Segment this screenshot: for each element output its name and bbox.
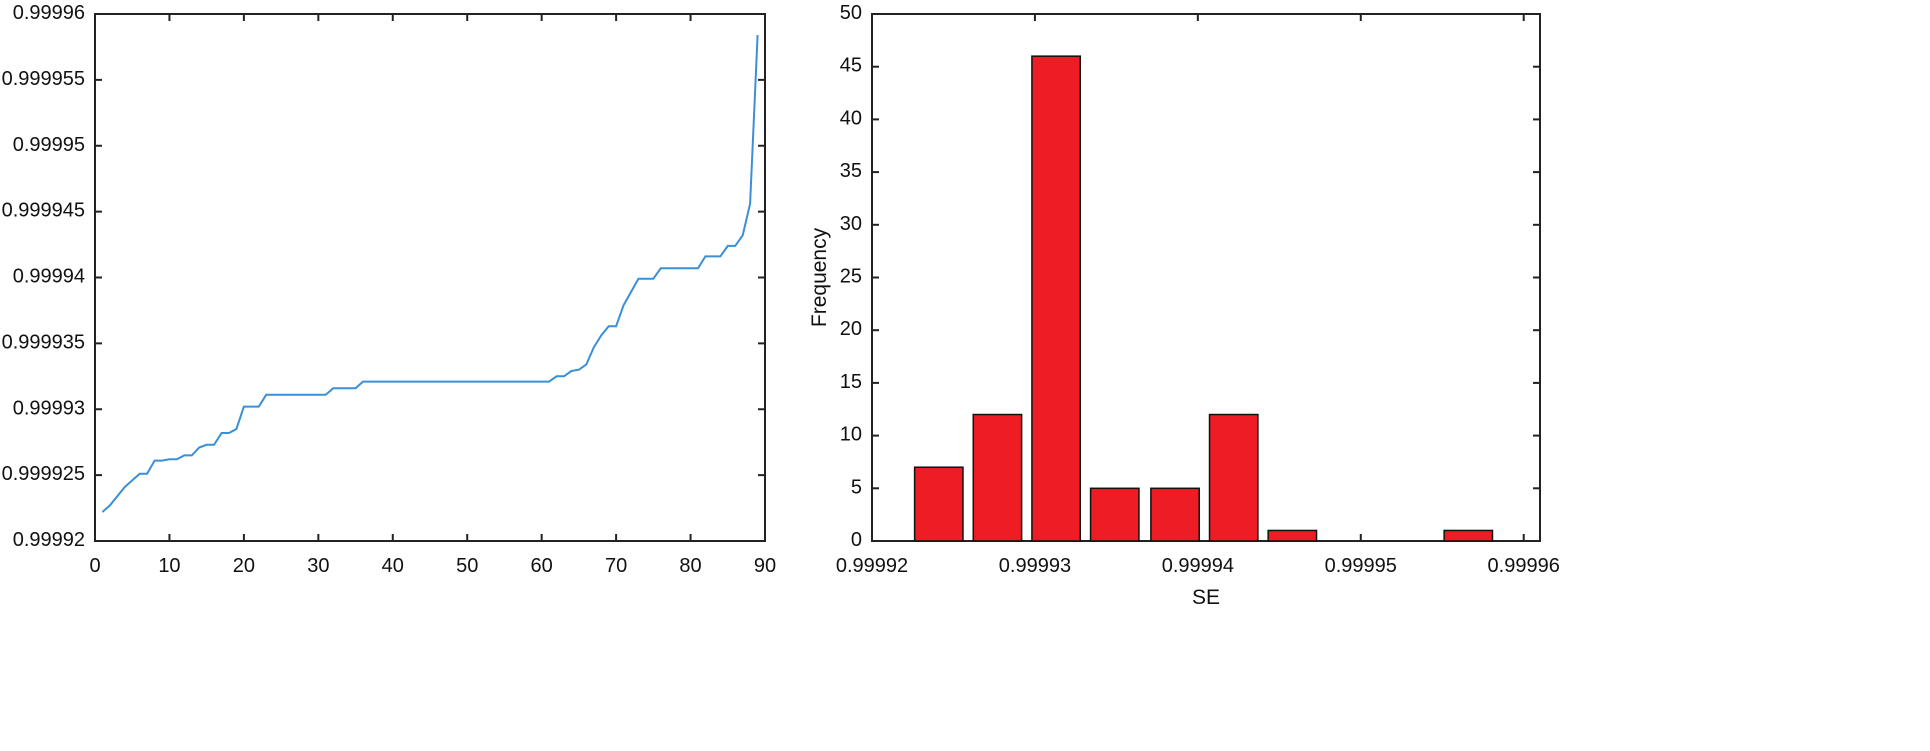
x-tick-label: 70 [605, 555, 627, 577]
y-tick-label: 35 [840, 160, 862, 182]
histogram-bar [1208, 413, 1259, 542]
x-tick-label: 50 [456, 555, 478, 577]
y-tick-label: 0.99992 [13, 529, 85, 551]
y-tick-label: 0.99993 [13, 397, 85, 419]
x-tick-label: 0 [89, 555, 100, 577]
axes-frame [871, 13, 1541, 542]
y-tick-label: 0.99996 [13, 2, 85, 24]
histogram-bar [1443, 529, 1494, 542]
histogram-bar [1150, 487, 1200, 542]
y-tick-label: 0.999955 [2, 68, 85, 90]
y-tick-label: 40 [840, 107, 862, 129]
y-tick-label: 45 [840, 55, 862, 77]
x-tick-label: 0.99993 [999, 555, 1071, 577]
y-tick-label: 25 [840, 266, 862, 288]
y-tick-label: 0.99994 [13, 266, 85, 288]
x-tick-label: 60 [531, 555, 553, 577]
x-tick-label: 0.99994 [1162, 555, 1234, 577]
x-tick-label: 0.99992 [836, 555, 908, 577]
x-tick-label: 0.99995 [1325, 555, 1397, 577]
line-chart: 0 10 20 30 40 50 60 70 80 90 0.99992 0.999925 0.9999… [2, 2, 777, 577]
y-tick-label: 30 [840, 213, 862, 235]
y-tick-label: 50 [840, 2, 862, 24]
y-tick-label: 0 [851, 529, 862, 551]
series-line [101, 35, 759, 513]
x-tick-label: 10 [158, 555, 180, 577]
histogram-bar [1267, 529, 1318, 542]
x-tick-label: 40 [382, 555, 404, 577]
y-tick-label: 0.999925 [2, 463, 85, 485]
y-tick-label: 15 [840, 371, 862, 393]
histogram-bar [1031, 55, 1082, 542]
y-tick-label: 20 [840, 318, 862, 340]
y-tick-label: 0.999945 [2, 200, 85, 222]
x-tick-label: 80 [679, 555, 701, 577]
y-tick-label: 5 [851, 476, 862, 498]
histogram-bar [1089, 487, 1140, 542]
histogram-bar [913, 466, 964, 542]
y-tick-label: 10 [840, 424, 862, 446]
axes-frame [94, 13, 766, 542]
x-axis-label: SE [1192, 586, 1220, 609]
y-tick-label: 0.999935 [2, 331, 85, 353]
histogram-bar [972, 413, 1023, 542]
x-tick-label: 20 [233, 555, 255, 577]
y-axis-label: Frequency [808, 227, 831, 327]
histogram-chart: 0.99992 0.99993 0.99994 0.99995 0.99996 0 5 10 1… [808, 2, 1560, 609]
x-tick-label: 0.99996 [1488, 555, 1560, 577]
y-tick-label: 0.99995 [13, 134, 85, 156]
x-tick-label: 90 [754, 555, 776, 577]
x-tick-label: 30 [307, 555, 329, 577]
